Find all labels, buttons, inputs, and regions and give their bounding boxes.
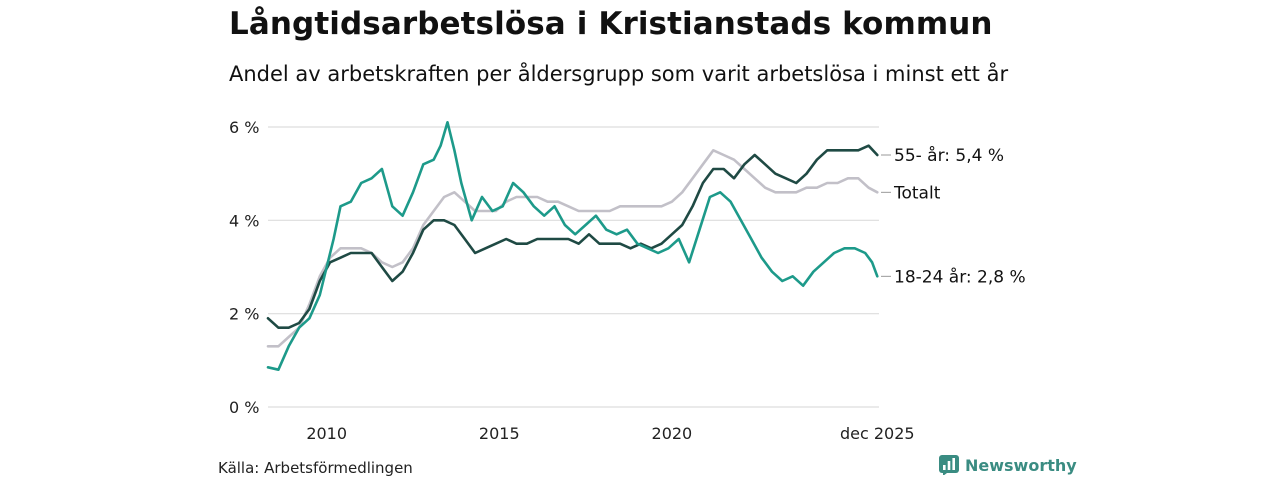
chart-title: Långtidsarbetslösa i Kristianstads kommu… — [229, 6, 993, 42]
x-tick-label: 2015 — [479, 424, 520, 443]
y-tick-label: 4 % — [229, 211, 259, 230]
brand: Newsworthy — [939, 455, 1077, 475]
series-end-label: 55- år: 5,4 % — [894, 145, 1004, 166]
chart-subtitle: Andel av arbetskraften per åldersgrupp s… — [229, 62, 1009, 86]
series-end-label: Totalt — [893, 183, 941, 203]
y-tick-label: 0 % — [229, 398, 259, 417]
brand-name: Newsworthy — [965, 455, 1077, 475]
tick-layer: 0 % 2 % 4 % 6 % 2010 2015 2020 dec 2025 — [229, 118, 915, 443]
y-tick-label: 2 % — [229, 305, 259, 324]
series-line-55-r — [266, 144, 879, 330]
series-line-18-24-r — [266, 121, 879, 372]
x-tick-label: dec 2025 — [840, 424, 915, 443]
x-tick-label: 2020 — [652, 424, 693, 443]
grid-layer — [268, 126, 879, 408]
series-layer — [266, 121, 879, 372]
source-note: Källa: Arbetsförmedlingen — [218, 459, 413, 477]
label-layer: Totalt 55- år: 5,4 % 18-24 år: 2,8 % — [881, 145, 1026, 287]
series-end-label: 18-24 år: 2,8 % — [894, 266, 1026, 287]
newsworthy-logo-icon — [939, 455, 959, 475]
y-tick-label: 6 % — [229, 118, 259, 137]
x-tick-label: 2010 — [306, 424, 347, 443]
